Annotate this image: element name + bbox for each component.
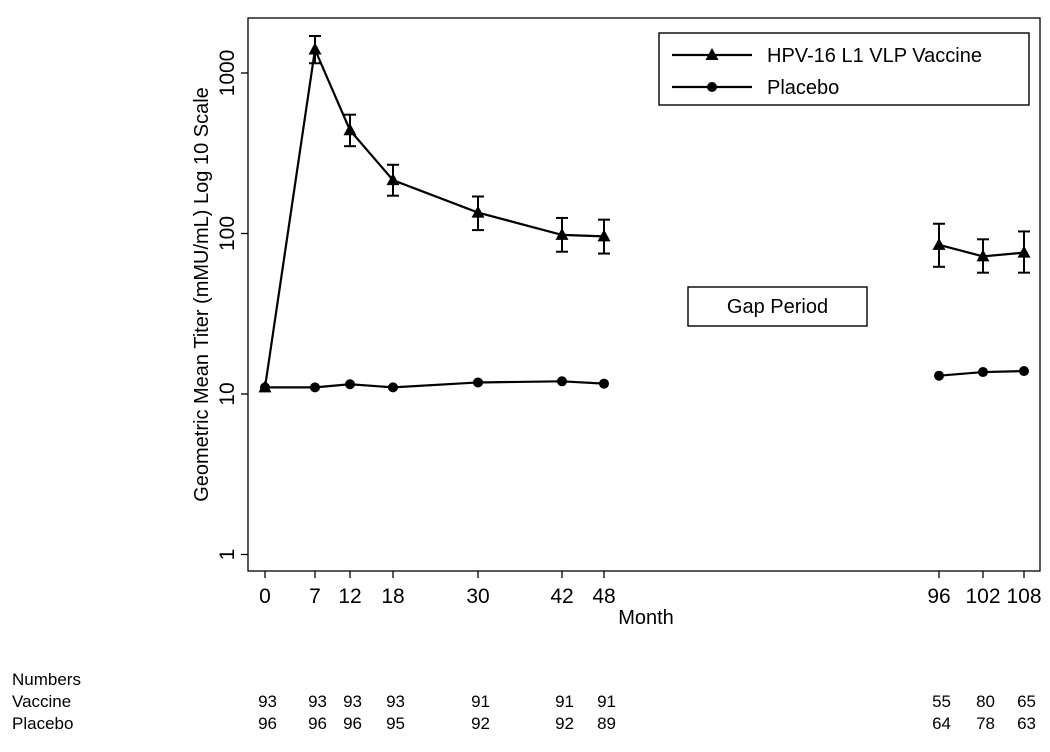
data-point-circle	[978, 367, 988, 378]
legend-box	[658, 32, 1030, 106]
numbers-row-label: Placebo	[12, 714, 73, 733]
data-point-circle	[934, 370, 944, 381]
x-tick-label: 96	[927, 585, 950, 608]
numbers-cell: 92	[471, 714, 490, 733]
x-tick-label: 48	[592, 585, 615, 608]
series-line	[263, 45, 605, 388]
numbers-cell: 93	[386, 692, 405, 711]
numbers-cell: 96	[343, 714, 362, 733]
series-vaccine	[258, 35, 1031, 393]
y-tick-label: 100	[216, 216, 239, 251]
legend-label: HPV-16 L1 VLP Vaccine	[767, 45, 982, 67]
data-point-circle	[260, 382, 270, 393]
x-tick-label: 18	[381, 585, 404, 608]
plot-area-frame	[247, 17, 1041, 572]
numbers-cell: 91	[597, 692, 616, 711]
data-point-triangle	[308, 42, 322, 55]
data-point-circle	[1019, 366, 1029, 377]
legend-marker-triangle	[705, 48, 719, 60]
numbers-cell: 93	[343, 692, 362, 711]
numbers-cell: 63	[1017, 714, 1036, 733]
numbers-cell: 78	[976, 714, 995, 733]
y-axis-label: Geometric Mean Titer (mMU/mL) Log 10 Sca…	[191, 87, 213, 502]
data-point-triangle	[555, 227, 569, 240]
numbers-cell: 93	[258, 692, 277, 711]
data-point-triangle	[597, 229, 611, 242]
numbers-cell: 64	[932, 714, 951, 733]
numbers-cell: 91	[471, 692, 490, 711]
numbers-cell: 92	[555, 714, 574, 733]
numbers-row-label: Vaccine	[12, 692, 71, 711]
data-point-circle	[388, 382, 398, 393]
numbers-cell: 91	[555, 692, 574, 711]
series-placebo	[260, 366, 1029, 393]
y-tick-label: 1	[216, 549, 239, 561]
data-point-triangle	[932, 237, 946, 250]
data-point-circle	[345, 379, 355, 390]
numbers-cell: 96	[258, 714, 277, 733]
y-tick-label: 10	[216, 382, 239, 405]
x-axis-label: Month	[618, 607, 674, 629]
x-tick-label: 30	[466, 585, 489, 608]
numbers-cell: 65	[1017, 692, 1036, 711]
data-point-circle	[599, 378, 609, 389]
x-tick-label: 42	[550, 585, 573, 608]
numbers-cell: 89	[597, 714, 616, 733]
x-tick-label: 108	[1006, 585, 1041, 608]
data-point-circle	[310, 382, 320, 393]
numbers-cell: 80	[976, 692, 995, 711]
numbers-cell: 95	[386, 714, 405, 733]
numbers-cell: 93	[308, 692, 327, 711]
data-point-triangle	[471, 205, 485, 218]
numbers-cell: 96	[308, 714, 327, 733]
x-tick-label: 12	[338, 585, 361, 608]
legend-marker-circle	[707, 82, 717, 92]
gap-period-box	[687, 286, 868, 327]
numbers-cell: 55	[932, 692, 951, 711]
gap-period-label: Gap Period	[727, 296, 828, 318]
data-point-circle	[557, 376, 567, 387]
data-point-circle	[473, 377, 483, 388]
x-tick-label: 7	[309, 585, 321, 608]
y-tick-label: 1000	[216, 50, 239, 97]
numbers-table-title: Numbers	[12, 670, 81, 689]
data-point-triangle	[976, 249, 990, 262]
x-tick-label: 102	[965, 585, 1000, 608]
data-point-triangle	[1017, 245, 1031, 258]
x-tick-label: 0	[259, 585, 271, 608]
legend-label: Placebo	[767, 77, 839, 99]
data-point-triangle	[343, 123, 357, 136]
data-point-triangle	[386, 173, 400, 186]
